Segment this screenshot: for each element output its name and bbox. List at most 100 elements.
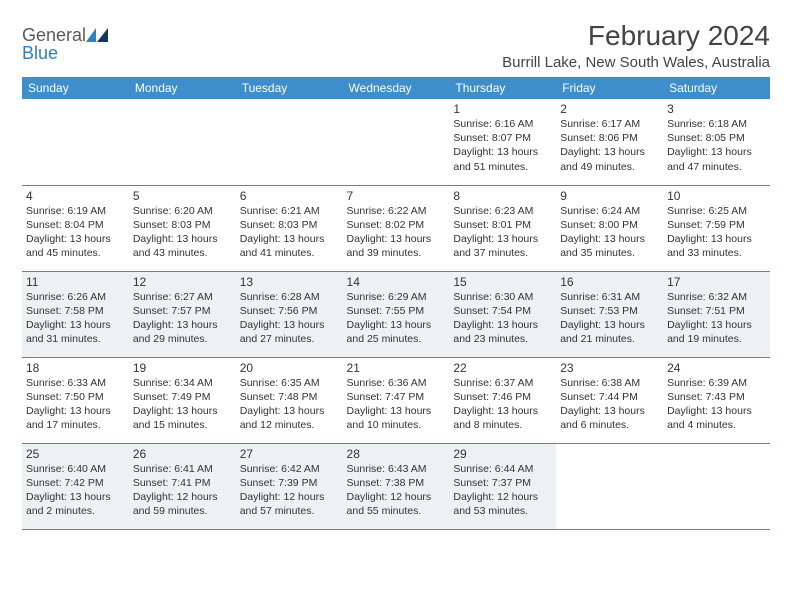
calendar-day-cell bbox=[129, 99, 236, 185]
day-number: 26 bbox=[133, 447, 232, 462]
calendar-body: 1Sunrise: 6:16 AMSunset: 8:07 PMDaylight… bbox=[22, 99, 770, 529]
day-details: Sunrise: 6:30 AMSunset: 7:54 PMDaylight:… bbox=[453, 290, 552, 347]
daylight-text: Daylight: 13 hours and 17 minutes. bbox=[26, 404, 125, 432]
day-number: 19 bbox=[133, 361, 232, 376]
day-details: Sunrise: 6:29 AMSunset: 7:55 PMDaylight:… bbox=[347, 290, 446, 347]
brand-logo: General Blue bbox=[22, 20, 108, 62]
sunset-text: Sunset: 7:38 PM bbox=[347, 476, 446, 490]
calendar-day-cell: 22Sunrise: 6:37 AMSunset: 7:46 PMDayligh… bbox=[449, 357, 556, 443]
daylight-text: Daylight: 13 hours and 37 minutes. bbox=[453, 232, 552, 260]
sunset-text: Sunset: 7:49 PM bbox=[133, 390, 232, 404]
daylight-text: Daylight: 13 hours and 49 minutes. bbox=[560, 145, 659, 173]
sunset-text: Sunset: 8:06 PM bbox=[560, 131, 659, 145]
calendar-day-cell: 9Sunrise: 6:24 AMSunset: 8:00 PMDaylight… bbox=[556, 185, 663, 271]
calendar-day-cell: 7Sunrise: 6:22 AMSunset: 8:02 PMDaylight… bbox=[343, 185, 450, 271]
day-details: Sunrise: 6:21 AMSunset: 8:03 PMDaylight:… bbox=[240, 204, 339, 261]
day-number: 3 bbox=[667, 102, 766, 117]
sunrise-text: Sunrise: 6:26 AM bbox=[26, 290, 125, 304]
sunrise-text: Sunrise: 6:30 AM bbox=[453, 290, 552, 304]
daylight-text: Daylight: 13 hours and 39 minutes. bbox=[347, 232, 446, 260]
day-number: 6 bbox=[240, 189, 339, 204]
calendar-day-cell bbox=[236, 99, 343, 185]
calendar-day-cell bbox=[556, 443, 663, 529]
day-details: Sunrise: 6:17 AMSunset: 8:06 PMDaylight:… bbox=[560, 117, 659, 174]
sunset-text: Sunset: 7:50 PM bbox=[26, 390, 125, 404]
calendar-day-cell: 27Sunrise: 6:42 AMSunset: 7:39 PMDayligh… bbox=[236, 443, 343, 529]
calendar-day-cell bbox=[343, 99, 450, 185]
sunrise-text: Sunrise: 6:18 AM bbox=[667, 117, 766, 131]
calendar-day-cell: 4Sunrise: 6:19 AMSunset: 8:04 PMDaylight… bbox=[22, 185, 129, 271]
daylight-text: Daylight: 12 hours and 59 minutes. bbox=[133, 490, 232, 518]
day-number: 18 bbox=[26, 361, 125, 376]
daylight-text: Daylight: 13 hours and 47 minutes. bbox=[667, 145, 766, 173]
calendar-day-cell: 29Sunrise: 6:44 AMSunset: 7:37 PMDayligh… bbox=[449, 443, 556, 529]
day-number: 21 bbox=[347, 361, 446, 376]
day-details: Sunrise: 6:23 AMSunset: 8:01 PMDaylight:… bbox=[453, 204, 552, 261]
daylight-text: Daylight: 13 hours and 4 minutes. bbox=[667, 404, 766, 432]
logo-flag-icon bbox=[86, 28, 108, 42]
daylight-text: Daylight: 13 hours and 2 minutes. bbox=[26, 490, 125, 518]
calendar-day-cell bbox=[22, 99, 129, 185]
calendar-week-row: 4Sunrise: 6:19 AMSunset: 8:04 PMDaylight… bbox=[22, 185, 770, 271]
day-details: Sunrise: 6:19 AMSunset: 8:04 PMDaylight:… bbox=[26, 204, 125, 261]
daylight-text: Daylight: 13 hours and 21 minutes. bbox=[560, 318, 659, 346]
daylight-text: Daylight: 13 hours and 45 minutes. bbox=[26, 232, 125, 260]
sunrise-text: Sunrise: 6:27 AM bbox=[133, 290, 232, 304]
sunrise-text: Sunrise: 6:38 AM bbox=[560, 376, 659, 390]
page-header: General Blue February 2024 Burrill Lake,… bbox=[22, 20, 770, 71]
sunset-text: Sunset: 7:56 PM bbox=[240, 304, 339, 318]
day-number: 8 bbox=[453, 189, 552, 204]
daylight-text: Daylight: 13 hours and 41 minutes. bbox=[240, 232, 339, 260]
day-number: 28 bbox=[347, 447, 446, 462]
calendar-day-cell: 16Sunrise: 6:31 AMSunset: 7:53 PMDayligh… bbox=[556, 271, 663, 357]
sunset-text: Sunset: 8:03 PM bbox=[240, 218, 339, 232]
sunset-text: Sunset: 7:42 PM bbox=[26, 476, 125, 490]
calendar-day-cell: 25Sunrise: 6:40 AMSunset: 7:42 PMDayligh… bbox=[22, 443, 129, 529]
weekday-header: Thursday bbox=[449, 77, 556, 99]
sunset-text: Sunset: 7:59 PM bbox=[667, 218, 766, 232]
month-title: February 2024 bbox=[502, 20, 770, 52]
sunset-text: Sunset: 7:47 PM bbox=[347, 390, 446, 404]
day-details: Sunrise: 6:41 AMSunset: 7:41 PMDaylight:… bbox=[133, 462, 232, 519]
daylight-text: Daylight: 13 hours and 25 minutes. bbox=[347, 318, 446, 346]
sunrise-text: Sunrise: 6:22 AM bbox=[347, 204, 446, 218]
daylight-text: Daylight: 13 hours and 51 minutes. bbox=[453, 145, 552, 173]
sunset-text: Sunset: 7:53 PM bbox=[560, 304, 659, 318]
daylight-text: Daylight: 13 hours and 10 minutes. bbox=[347, 404, 446, 432]
calendar-day-cell: 23Sunrise: 6:38 AMSunset: 7:44 PMDayligh… bbox=[556, 357, 663, 443]
calendar-day-cell: 12Sunrise: 6:27 AMSunset: 7:57 PMDayligh… bbox=[129, 271, 236, 357]
logo-text-blue: Blue bbox=[22, 44, 108, 62]
day-details: Sunrise: 6:42 AMSunset: 7:39 PMDaylight:… bbox=[240, 462, 339, 519]
weekday-header: Wednesday bbox=[343, 77, 450, 99]
calendar-day-cell: 10Sunrise: 6:25 AMSunset: 7:59 PMDayligh… bbox=[663, 185, 770, 271]
sunset-text: Sunset: 7:57 PM bbox=[133, 304, 232, 318]
sunrise-text: Sunrise: 6:23 AM bbox=[453, 204, 552, 218]
day-number: 29 bbox=[453, 447, 552, 462]
day-details: Sunrise: 6:39 AMSunset: 7:43 PMDaylight:… bbox=[667, 376, 766, 433]
weekday-header: Monday bbox=[129, 77, 236, 99]
day-details: Sunrise: 6:24 AMSunset: 8:00 PMDaylight:… bbox=[560, 204, 659, 261]
day-number: 12 bbox=[133, 275, 232, 290]
sunrise-text: Sunrise: 6:25 AM bbox=[667, 204, 766, 218]
logo-text-general: General bbox=[22, 26, 86, 44]
sunset-text: Sunset: 7:37 PM bbox=[453, 476, 552, 490]
day-details: Sunrise: 6:16 AMSunset: 8:07 PMDaylight:… bbox=[453, 117, 552, 174]
day-number: 2 bbox=[560, 102, 659, 117]
day-number: 17 bbox=[667, 275, 766, 290]
sunrise-text: Sunrise: 6:42 AM bbox=[240, 462, 339, 476]
day-number: 5 bbox=[133, 189, 232, 204]
daylight-text: Daylight: 13 hours and 19 minutes. bbox=[667, 318, 766, 346]
day-number: 15 bbox=[453, 275, 552, 290]
sunset-text: Sunset: 7:48 PM bbox=[240, 390, 339, 404]
sunset-text: Sunset: 7:51 PM bbox=[667, 304, 766, 318]
daylight-text: Daylight: 12 hours and 55 minutes. bbox=[347, 490, 446, 518]
day-details: Sunrise: 6:36 AMSunset: 7:47 PMDaylight:… bbox=[347, 376, 446, 433]
day-number: 7 bbox=[347, 189, 446, 204]
calendar-day-cell: 5Sunrise: 6:20 AMSunset: 8:03 PMDaylight… bbox=[129, 185, 236, 271]
calendar-day-cell: 1Sunrise: 6:16 AMSunset: 8:07 PMDaylight… bbox=[449, 99, 556, 185]
day-details: Sunrise: 6:22 AMSunset: 8:02 PMDaylight:… bbox=[347, 204, 446, 261]
sunrise-text: Sunrise: 6:43 AM bbox=[347, 462, 446, 476]
day-number: 11 bbox=[26, 275, 125, 290]
sunrise-text: Sunrise: 6:44 AM bbox=[453, 462, 552, 476]
sunrise-text: Sunrise: 6:39 AM bbox=[667, 376, 766, 390]
